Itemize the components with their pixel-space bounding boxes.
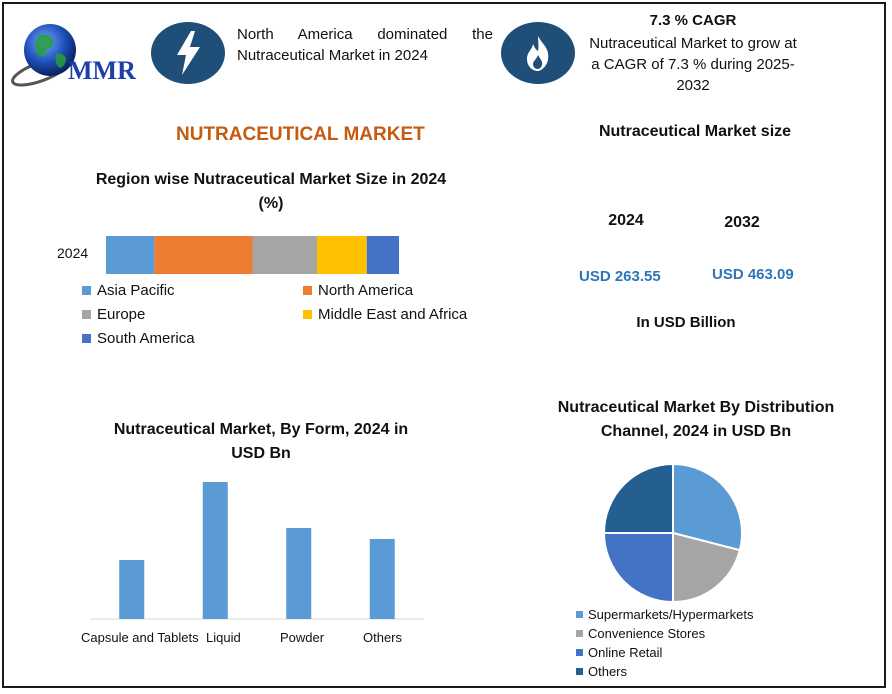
pie-slice-4 <box>602 462 674 534</box>
legend-south-america: South America <box>82 330 195 347</box>
pie-slice-3 <box>602 532 674 604</box>
form-x-axis-labels: Capsule and Tablets Liquid Powder Others <box>76 630 426 650</box>
flame-icon <box>501 22 575 84</box>
form-bar-1 <box>119 560 145 619</box>
form-chart-title: Nutraceutical Market, By Form, 2024 in U… <box>113 421 409 462</box>
legend-swatch <box>82 334 91 343</box>
legend-label: Asia Pacific <box>97 282 175 299</box>
legend-label: Supermarkets/Hypermarkets <box>588 607 754 622</box>
legend-label: Convenience Stores <box>588 626 706 641</box>
lightning-icon <box>151 22 225 84</box>
year-2024: 2024 <box>608 212 644 229</box>
legend-label: Middle East and Africa <box>318 306 468 323</box>
region-category-label: 2024 <box>57 245 89 261</box>
tick-label-others: Others <box>363 630 403 645</box>
tick-label-liquid: Liquid <box>206 630 241 645</box>
legend-label: North America <box>318 282 414 299</box>
legend-swatch <box>82 286 91 295</box>
legend-swatch <box>303 286 312 295</box>
legend-north-america: North America <box>303 282 413 299</box>
legend-mea: Middle East and Africa <box>303 306 467 323</box>
legend-swatch <box>576 668 583 675</box>
region-bar-segment-1 <box>106 236 155 274</box>
value-2024: USD 263.55 <box>579 268 661 285</box>
pie-legend: Supermarkets/Hypermarkets Convenience St… <box>576 605 836 681</box>
mmr-logo: MMR <box>10 20 148 90</box>
legend-label: South America <box>97 330 195 347</box>
pie-slice-1 <box>672 462 743 552</box>
legend-swatch <box>576 611 583 618</box>
legend-swatch <box>576 649 583 656</box>
legend-label: Europe <box>97 306 146 323</box>
legend-europe: Europe <box>82 306 145 323</box>
pie-chart-title: Nutraceutical Market By Distribution Cha… <box>557 399 835 440</box>
legend-swatch <box>82 310 91 319</box>
pie-slice-2 <box>672 531 742 604</box>
region-bar-segment-2 <box>154 236 253 274</box>
pie-legend-convenience: Convenience Stores <box>576 624 836 643</box>
region-bar-segment-4 <box>316 236 367 274</box>
highlight-region: North America dominated the Nutraceutica… <box>237 26 493 64</box>
unit-label: In USD Billion <box>636 314 736 331</box>
value-2032: USD 463.09 <box>712 266 794 283</box>
year-2032: 2032 <box>724 214 760 231</box>
region-legend: Asia Pacific North America Europe Middle… <box>82 282 482 352</box>
form-bar-4 <box>369 539 395 619</box>
market-size-title: Nutraceutical Market size <box>598 123 792 140</box>
legend-asia-pacific: Asia Pacific <box>82 282 175 299</box>
logo-text: MMR <box>68 56 136 85</box>
region-chart-title: Region wise Nutraceutical Market Size in… <box>95 171 447 212</box>
legend-label: Others <box>588 664 628 679</box>
legend-swatch <box>303 310 312 319</box>
pie-legend-online: Online Retail <box>576 643 836 662</box>
tick-label-powder: Powder <box>280 630 325 645</box>
pie-legend-supermarkets: Supermarkets/Hypermarkets <box>576 605 836 624</box>
pie-legend-others: Others <box>576 662 836 681</box>
legend-label: Online Retail <box>588 645 663 660</box>
legend-swatch <box>576 630 583 637</box>
infographic-frame <box>2 2 886 688</box>
cagr-text: Nutraceutical Market to grow at a CAGR o… <box>589 35 797 94</box>
form-bar-3 <box>286 528 312 619</box>
tick-label-capsule: Capsule and Tablets <box>81 630 199 645</box>
form-bar-2 <box>202 482 228 619</box>
cagr-title: 7.3 % CAGR <box>649 12 737 29</box>
main-title: NUTRACEUTICAL MARKET <box>176 124 425 145</box>
region-bar-segment-3 <box>252 236 317 274</box>
region-bar-segment-5 <box>366 236 399 274</box>
